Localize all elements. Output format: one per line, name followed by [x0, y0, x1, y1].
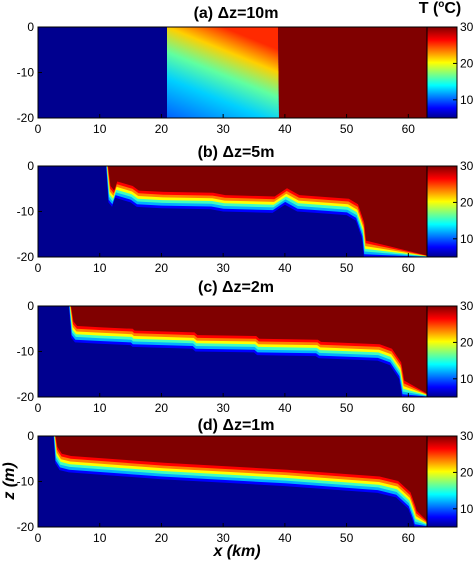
panel-b-colorbar-tick-label: 20	[460, 195, 474, 209]
x-axis-label: x (km)	[212, 543, 260, 560]
panel-d-x-tick-label: 60	[402, 531, 416, 545]
panel-b-colorbar-tick-label: 10	[460, 232, 474, 246]
panel-a-colorbar-tick-label: 30	[460, 20, 474, 34]
panel-d-x-tick-label: 50	[340, 531, 354, 545]
panel-b-y-tick-label: -10	[17, 205, 35, 219]
panel-d-x-tick-label: 40	[278, 531, 292, 545]
panel-b-x-ticks: 0 10 20 30 40 50 60	[35, 253, 416, 275]
panel-a-x-tick-label: 50	[340, 122, 354, 136]
panel-c-x-tick-label: 20	[155, 401, 169, 415]
panel-a-plot	[37, 26, 434, 119]
panel-b-x-tick-label: 20	[155, 261, 169, 275]
panel-c-colorbar-tick-label: 10	[460, 372, 474, 386]
panel-d-plot	[37, 435, 434, 528]
panel-d-x-ticks: 0 10 20 30 40 50 60	[35, 523, 416, 545]
panel-b-x-tick-label: 30	[216, 261, 230, 275]
panel-a: (a) Δz=10m 0 10 20 30 40 50 60 0-10-20 102030 …	[17, 0, 474, 136]
panel-a-x-tick-label: 0	[35, 122, 42, 136]
panel-b-x-tick-label: 0	[35, 261, 42, 275]
panel-a-x-tick-label: 60	[402, 122, 416, 136]
panel-d-x-tick-label: 10	[93, 531, 107, 545]
panel-c-x-tick-label: 10	[93, 401, 107, 415]
panel-c-x-ticks: 0 10 20 30 40 50 60	[35, 393, 416, 415]
panel-a-hot-zone	[278, 27, 433, 118]
panel-a-x-tick-label: 40	[278, 122, 292, 136]
panel-b-x-tick-label: 50	[340, 261, 354, 275]
panel-a-x-tick-label: 30	[216, 122, 230, 136]
panel-c-x-tick-label: 0	[35, 401, 42, 415]
panel-a-y-tick-label: -20	[17, 111, 35, 125]
panel-c-y-tick-label: -20	[17, 390, 35, 404]
panel-d-colorbar: 10 20 30	[426, 429, 474, 528]
panel-b-y-tick-label: 0	[27, 159, 34, 173]
panel-c-plot	[37, 305, 434, 398]
panel-c-colorbar-bar	[426, 305, 458, 398]
panel-b-plot	[37, 165, 434, 258]
panel-a-y-tick-label: 0	[27, 20, 34, 34]
panel-c-x-tick-label: 50	[340, 401, 354, 415]
panel-c-x-tick-label: 40	[278, 401, 292, 415]
panel-d-title: (d) Δz=1m	[198, 417, 275, 434]
panel-c: (c) Δz=2m 0 10 20 30 40 50 60 0 -10 -20 10 20 30	[17, 279, 474, 415]
panel-a-y-ticks: 0 -10 -20	[17, 20, 42, 125]
panel-d-y-ticks: 0 -10 -20	[17, 429, 42, 534]
panel-a-x-tick-label: 20	[155, 122, 169, 136]
panel-a-colorbar: 10 20 30	[426, 20, 474, 119]
panel-a-x-ticks: 0 10 20 30 40 50 60	[35, 114, 416, 136]
panel-b-x-tick-label: 60	[402, 261, 416, 275]
panel-a-y-tick-label: -10	[17, 66, 35, 80]
panel-a-colorbar-ticks: 10 20 30	[453, 20, 474, 107]
panel-a-title: (a) Δz=10m	[194, 5, 279, 22]
panel-b-y-ticks: 0 -10 -20	[17, 159, 42, 264]
colorbar-title: T (oC)	[419, 0, 462, 17]
panel-d-colorbar-bar	[426, 435, 458, 528]
panel-c-y-tick-label: 0	[27, 299, 34, 313]
panel-d-colorbar-tick-label: 30	[460, 429, 474, 443]
panel-c-colorbar-tick-label: 20	[460, 335, 474, 349]
panel-c-x-tick-label: 60	[402, 401, 416, 415]
panel-b-isotherm-band-7	[108, 166, 433, 257]
panel-d-y-tick-label: -20	[17, 520, 35, 534]
panel-d-colorbar-tick-label: 20	[460, 465, 474, 479]
panel-c-colorbar-ticks: 10 20 30	[453, 299, 474, 386]
panel-d-colorbar-ticks: 10 20 30	[453, 429, 474, 516]
panel-c-y-ticks: 0 -10 -20	[17, 299, 42, 404]
panel-a-colorbar-tick-label: 20	[460, 56, 474, 70]
panel-b-colorbar-tick-label: 30	[460, 159, 474, 173]
panel-c-colorbar-tick-label: 30	[460, 299, 474, 313]
panel-a-warm-gradient-zone	[167, 27, 279, 118]
panel-d-x-tick-label: 0	[35, 531, 42, 545]
panel-b-x-tick-label: 10	[93, 261, 107, 275]
panel-b-title: (b) Δz=5m	[198, 144, 275, 161]
panel-b-colorbar-bar	[426, 165, 458, 258]
panel-c-x-tick-label: 30	[216, 401, 230, 415]
panel-d-colorbar-tick-label: 10	[460, 502, 474, 516]
panel-b-colorbar-ticks: 10 20 30	[453, 159, 474, 246]
y-axis-label: z (m)	[1, 462, 18, 500]
panel-d-y-tick-label: 0	[27, 429, 34, 443]
panel-b-colorbar: 10 20 30	[426, 159, 474, 258]
panel-d-y-tick-label: -10	[17, 475, 35, 489]
panel-d-x-tick-label: 20	[155, 531, 169, 545]
panel-a-colorbar-tick-label: 10	[460, 93, 474, 107]
panel-d: (d) Δz=1m 0 10 20 30 40 50 60 0 -10 -20 10 20 30	[17, 417, 474, 545]
panel-b-x-tick-label: 40	[278, 261, 292, 275]
panel-c-title: (c) Δz=2m	[198, 279, 274, 296]
panel-b-y-tick-label: -20	[17, 250, 35, 264]
panel-c-isotherm-band-7	[71, 306, 433, 397]
panel-a-colorbar-bar	[426, 26, 458, 119]
panel-b: (b) Δz=5m 0 10 20 30 40 50 60 0 -10 -20 10 20 30	[17, 144, 474, 275]
panel-c-colorbar: 10 20 30	[426, 299, 474, 398]
panel-c-y-tick-label: -10	[17, 345, 35, 359]
panel-d-x-tick-label: 30	[216, 531, 230, 545]
panel-a-x-tick-label: 10	[93, 122, 107, 136]
panel-d-isotherm-band-7	[55, 436, 433, 527]
